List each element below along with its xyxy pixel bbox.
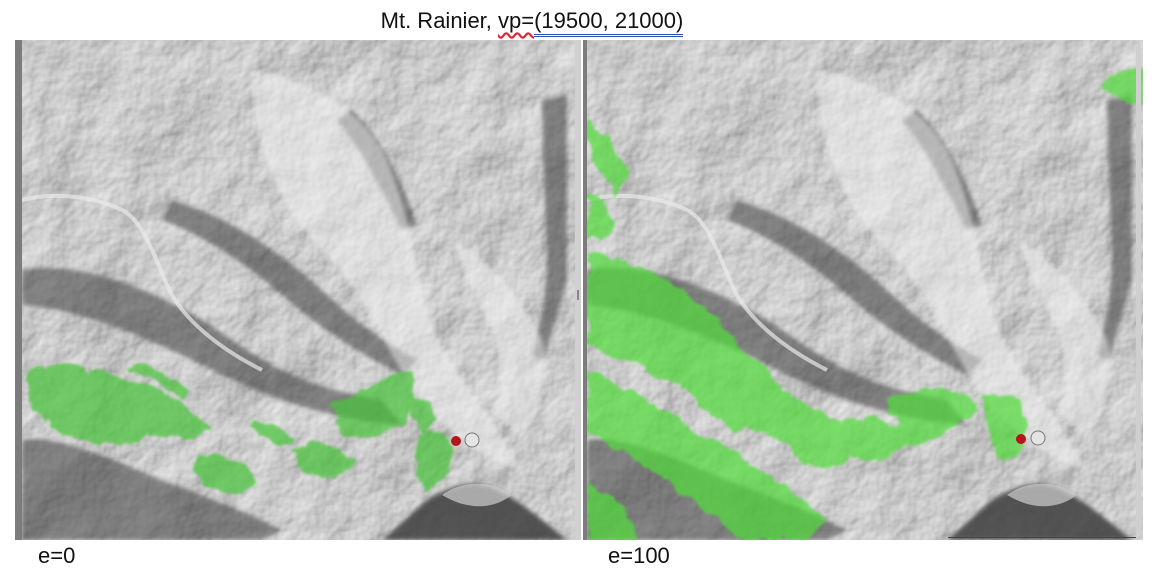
visibility-overlay-e100 (587, 68, 1143, 540)
summit-circle-icon (1030, 430, 1046, 446)
window-edge (1136, 44, 1141, 534)
map-panel-e0 (15, 40, 579, 540)
title-prefix: Mt. Rainier, (380, 8, 499, 33)
caption-e100: e=100 (608, 543, 670, 568)
image-baseline (948, 537, 1136, 538)
hillshade-map-e100 (587, 40, 1143, 540)
hillshade-map-e0 (22, 40, 579, 540)
map-panel-e100 (583, 40, 1143, 540)
divider-handle (577, 290, 579, 300)
figure-title: Mt. Rainier, vp=(19500, 21000) (0, 8, 1064, 37)
caption-e0: e=0 (38, 543, 76, 568)
title-vp-label: vp= (498, 8, 535, 33)
summit-circle-icon (464, 432, 480, 448)
visibility-overlay-e0 (27, 360, 452, 495)
viewpoint-marker-icon (1016, 434, 1026, 444)
title-viewpoint-coords: (19500, 21000) (534, 8, 684, 37)
viewpoint-marker-icon (451, 436, 461, 446)
